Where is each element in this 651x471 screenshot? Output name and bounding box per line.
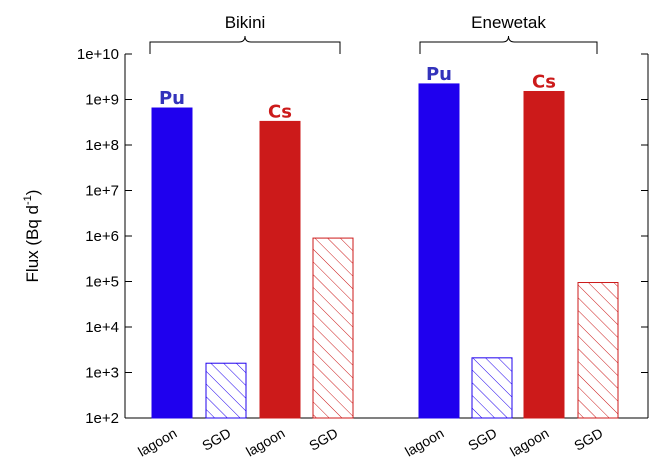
x-tick-label: SGD bbox=[465, 425, 499, 454]
y-tick-label: 1e+4 bbox=[85, 319, 119, 336]
axes: 1e+2 1e+3 1e+4 1e+5 1e+6 1e+7 1e+8 1e+9 1e+10 Flu… bbox=[22, 13, 649, 427]
y-axis-label: Flux (Bq d-1) bbox=[22, 190, 42, 283]
y-tick-label: 1e+3 bbox=[85, 365, 119, 382]
series-tag: Pu bbox=[159, 88, 185, 109]
y-tick-label: 1e+2 bbox=[85, 410, 119, 427]
bar bbox=[205, 362, 247, 419]
bar bbox=[259, 120, 301, 419]
x-tick-label: SGD bbox=[306, 425, 340, 454]
group-label: Bikini bbox=[225, 13, 266, 32]
bar bbox=[523, 90, 565, 419]
group-bracket bbox=[419, 35, 598, 54]
series-tag: Cs bbox=[532, 71, 556, 92]
series-tag: Cs bbox=[268, 101, 292, 122]
y-tick-label: 1e+5 bbox=[85, 274, 119, 291]
x-tick-label: lagoon bbox=[135, 425, 179, 460]
x-tick-label: lagoon bbox=[402, 425, 446, 460]
group-bracket bbox=[149, 35, 341, 54]
x-tick-label: SGD bbox=[571, 425, 605, 454]
x-tick-label: lagoon bbox=[507, 425, 551, 460]
bars bbox=[151, 83, 619, 419]
bar bbox=[312, 237, 354, 419]
y-tick-label: 1e+10 bbox=[77, 46, 119, 63]
x-tick-label: lagoon bbox=[243, 425, 287, 460]
bar bbox=[471, 357, 513, 419]
y-tick-label: 1e+9 bbox=[85, 92, 119, 109]
y-tick-label: 1e+7 bbox=[85, 183, 119, 200]
group-label: Enewetak bbox=[471, 13, 546, 32]
bar bbox=[151, 107, 193, 419]
y-tick-label: 1e+8 bbox=[85, 137, 119, 154]
y-tick-label: 1e+6 bbox=[85, 228, 119, 245]
series-tag: Pu bbox=[426, 64, 452, 85]
x-tick-label: SGD bbox=[199, 425, 233, 454]
bar bbox=[577, 282, 619, 419]
bar bbox=[418, 83, 460, 419]
